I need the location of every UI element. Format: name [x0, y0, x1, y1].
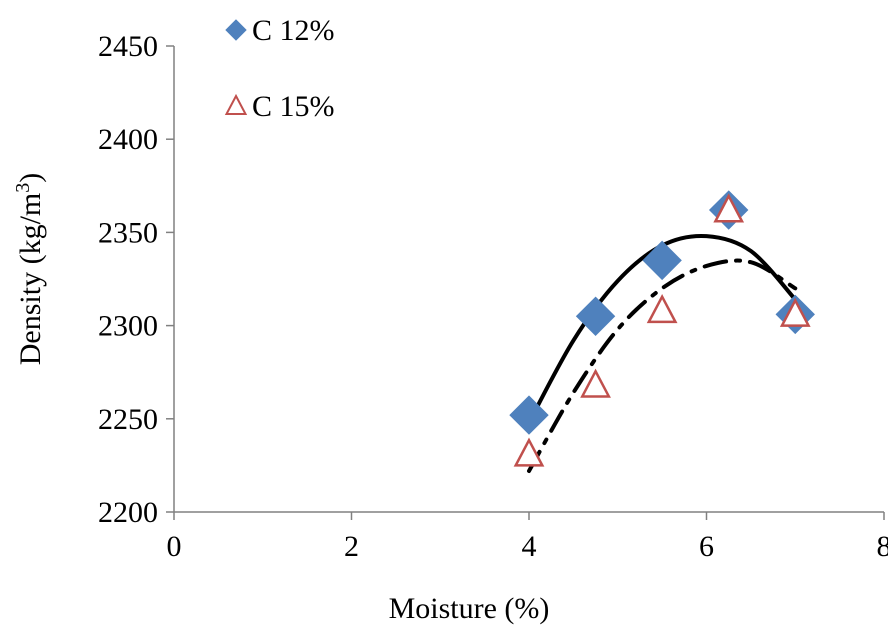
trendline-series-2 — [527, 258, 798, 473]
y-tick-label: 2450 — [98, 30, 158, 63]
legend-label-series-1: C 12% — [252, 14, 335, 47]
x-tick-label: 2 — [344, 530, 359, 563]
y-axis-title-main: Density (kg/m — [14, 193, 47, 366]
y-axis-title-end: ) — [14, 173, 47, 183]
y-tick-label: 2300 — [98, 310, 158, 343]
y-tick-label: 2350 — [98, 216, 158, 249]
x-tick-label: 8 — [877, 530, 888, 563]
x-axis-title: Moisture (%) — [389, 592, 550, 625]
markers — [509, 190, 815, 467]
x-tick-label: 0 — [167, 530, 182, 563]
y-axis-title-superscript: 3 — [12, 183, 34, 193]
legend-label-series-2: C 15% — [252, 90, 335, 123]
x-tick-label: 6 — [699, 530, 714, 563]
x-tick-label: 4 — [522, 530, 537, 563]
axes: 2200 2250 2300 2350 2400 2450 0 2 4 6 8 — [98, 30, 888, 563]
y-tick-label: 2250 — [98, 403, 158, 436]
data-point-series-2 — [713, 193, 745, 223]
y-tick-label: 2400 — [98, 123, 158, 156]
data-point-series-2 — [779, 297, 811, 327]
data-point-series-2 — [513, 437, 545, 467]
data-point-series-2 — [646, 294, 678, 324]
data-point-series-1 — [509, 395, 549, 435]
data-point-series-1 — [642, 240, 682, 281]
data-point-series-1 — [575, 296, 616, 336]
legend-marker-series-1 — [225, 19, 247, 41]
legend-marker-series-2 — [224, 93, 248, 115]
y-axis-title: Density (kg/m3) — [12, 173, 47, 366]
data-point-series-2 — [580, 368, 611, 398]
y-tick-label: 2200 — [98, 496, 158, 529]
legend: C 12% C 15% — [224, 14, 335, 123]
